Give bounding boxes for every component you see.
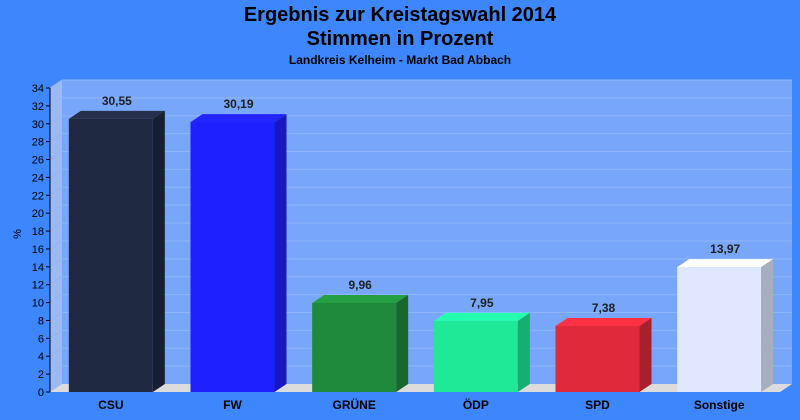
- gridline-side: [49, 312, 63, 321]
- bar: [433, 312, 530, 392]
- bar-value-label: 7,95: [470, 296, 494, 310]
- category-label: Sonstige: [694, 398, 745, 412]
- bar-side: [639, 318, 652, 392]
- y-tick-label: 32: [32, 101, 44, 113]
- gridline-side: [49, 329, 63, 339]
- bar-top: [677, 259, 774, 268]
- bar-value-label: 30,19: [223, 97, 253, 111]
- y-tick-label: 22: [32, 190, 44, 202]
- category-label: CSU: [98, 398, 123, 412]
- bars: [68, 110, 774, 393]
- y-tick-label: 0: [38, 387, 44, 399]
- y-tick-label: 14: [32, 262, 44, 274]
- gridlines: [49, 79, 792, 375]
- bar-front: [68, 118, 153, 393]
- gridline-side: [49, 168, 63, 178]
- bar-front: [555, 326, 640, 392]
- bar-top: [68, 110, 165, 119]
- category-label: SPD: [585, 398, 610, 412]
- gridline-side: [49, 115, 63, 125]
- chart-title-line2: Stimmen in Prozent: [306, 28, 494, 50]
- gridline-side: [49, 151, 63, 160]
- gridline-side: [49, 204, 63, 214]
- y-tick-label: 16: [32, 244, 44, 256]
- gridline-side: [49, 222, 63, 232]
- bar-top: [433, 312, 530, 321]
- gridline-side: [49, 240, 63, 250]
- y-tick-label: 8: [38, 315, 44, 327]
- gridline-side: [49, 186, 63, 196]
- y-tick-label: 10: [32, 298, 44, 310]
- bar: [677, 259, 774, 392]
- bar-side: [274, 114, 287, 392]
- y-tick-label: 28: [32, 137, 44, 149]
- plot-back-wall: [62, 80, 792, 384]
- gridline-side: [49, 347, 63, 357]
- bar-top: [190, 114, 287, 123]
- bar-side: [396, 294, 409, 392]
- gridline-side: [49, 258, 63, 268]
- category-labels: CSU FW GRÜNE ÖDP SPD Sonstige: [98, 397, 745, 412]
- category-label: FW: [223, 398, 242, 412]
- bar: [68, 110, 165, 393]
- category-label: GRÜNE: [332, 397, 375, 412]
- bar-value-label: 9,96: [348, 278, 372, 292]
- chart-subtitle: Landkreis Kelheim - Markt Bad Abbach: [288, 53, 512, 67]
- y-tick-label: 26: [32, 155, 44, 167]
- bar: [312, 294, 409, 392]
- category-label: ÖDP: [463, 397, 489, 412]
- bar-side: [152, 110, 165, 393]
- bar-value-label: 30,55: [102, 94, 132, 108]
- y-tick-label: 20: [32, 208, 44, 220]
- bar-front: [190, 122, 275, 392]
- y-tick-label: 6: [38, 333, 44, 345]
- gridline-side: [49, 133, 63, 143]
- bar-value-label: 13,97: [710, 242, 740, 256]
- bar-side: [761, 259, 774, 392]
- gridline-side: [49, 365, 63, 375]
- y-axis-label: %: [12, 229, 24, 239]
- gridline-side: [49, 79, 63, 89]
- bar-side: [517, 312, 530, 392]
- value-labels: 30,55 30,19 9,96 7,95 7,38 13,97: [102, 94, 741, 315]
- bar-front: [433, 320, 518, 392]
- bar-front: [312, 302, 397, 392]
- y-tick-label: 18: [32, 226, 44, 238]
- bar-front: [677, 267, 762, 392]
- chart-title: Ergebnis zur Kreistagswahl 2014: [243, 4, 557, 26]
- y-tick-label: 30: [32, 119, 44, 131]
- bar: [555, 318, 652, 392]
- plot-side-wall: [50, 80, 62, 392]
- gridline-side: [49, 276, 63, 286]
- bar: [190, 114, 287, 392]
- y-tick-label: 34: [32, 83, 44, 95]
- bar-top: [555, 318, 652, 327]
- gridline-side: [49, 97, 63, 107]
- y-tick-label: 2: [38, 369, 44, 381]
- bar-top: [312, 294, 409, 303]
- y-tick-label: 4: [38, 351, 44, 363]
- y-tick-label: 24: [32, 172, 44, 184]
- y-tick-label: 12: [32, 280, 44, 292]
- gridline-side: [49, 294, 63, 304]
- bar-value-label: 7,38: [592, 301, 616, 315]
